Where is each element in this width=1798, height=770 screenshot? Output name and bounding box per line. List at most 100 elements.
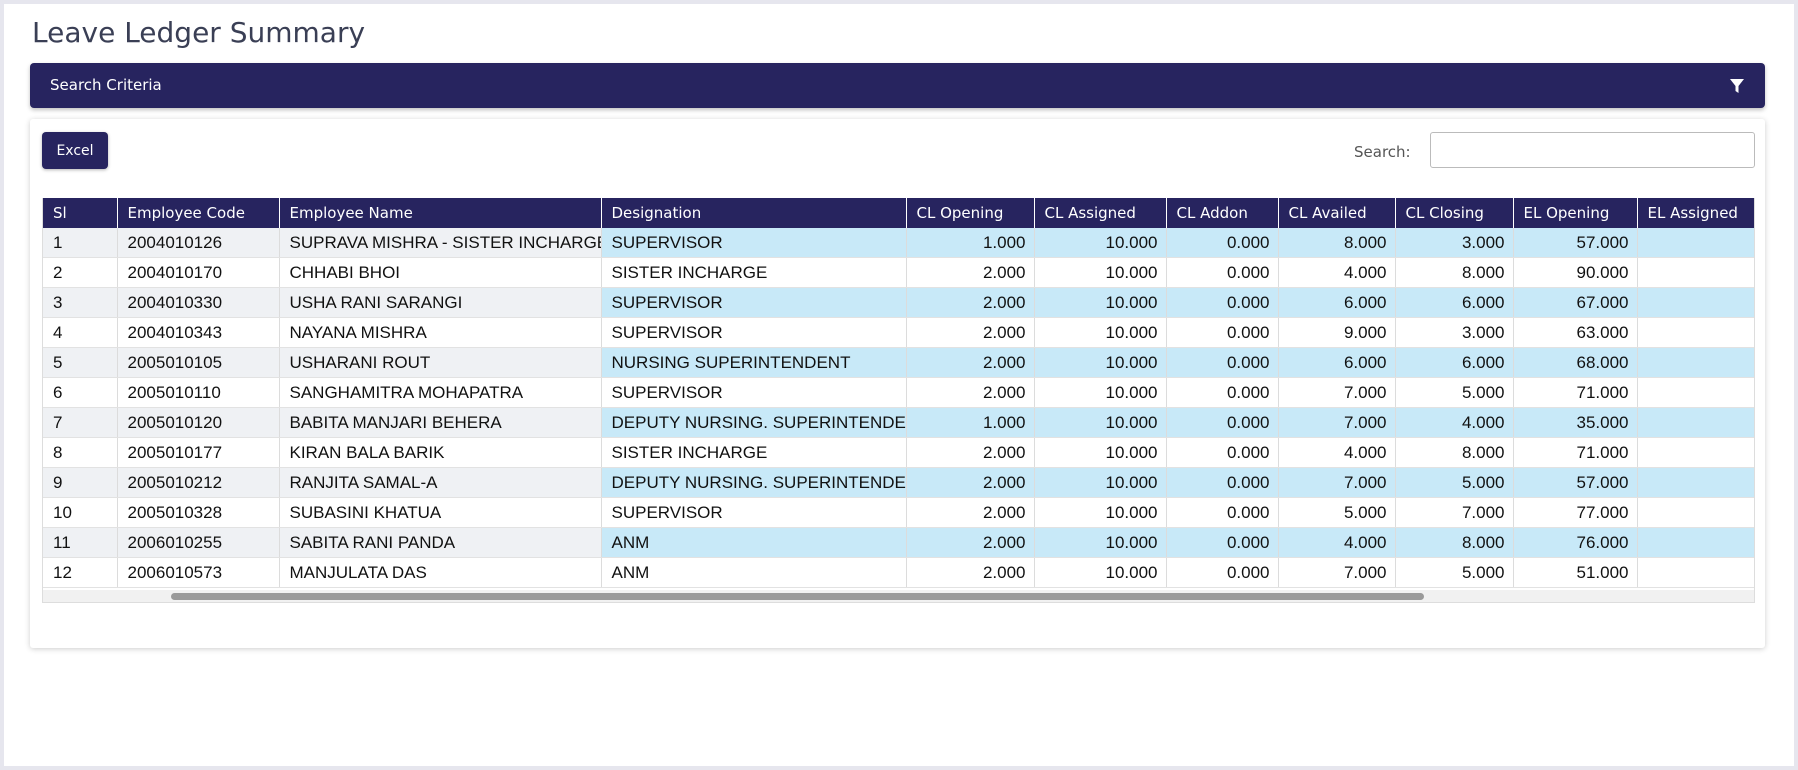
scrollbar-thumb[interactable] xyxy=(171,593,1424,600)
table-cell: SUPERVISOR xyxy=(601,497,907,528)
table-cell: 15.000 xyxy=(1637,407,1754,438)
table-cell: 90.000 xyxy=(1513,257,1638,288)
table-row: 2 2004010170 CHHABI BHOI SISTER INCHARGE 2.0… xyxy=(43,257,1754,288)
table-cell: 0.000 xyxy=(1166,228,1279,258)
table-cell: 9 xyxy=(43,467,118,498)
table-cell: 10.000 xyxy=(1034,257,1167,288)
table-cell: 8.000 xyxy=(1395,437,1514,468)
table-cell: USHA RANI SARANGI xyxy=(279,287,602,318)
table-cell: 4.000 xyxy=(1278,257,1396,288)
search-input[interactable] xyxy=(1430,132,1755,168)
table-cell: KIRAN BALA BARIK xyxy=(279,437,602,468)
table-cell: SISTER INCHARGE xyxy=(601,437,907,468)
table-row: 6 2005010110 SANGHAMITRA MOHAPATRA SUPERVIS… xyxy=(43,377,1754,408)
table-cell: 4 xyxy=(43,317,118,348)
table-row: 10 2005010328 SUBASINI KHATUA SUPERVISOR 2.0… xyxy=(43,497,1754,528)
column-header[interactable]: CL Availed xyxy=(1278,198,1396,228)
scrollbar[interactable] xyxy=(43,590,1754,602)
table-cell: 68.000 xyxy=(1513,347,1638,378)
table-cell: 77.000 xyxy=(1513,497,1638,528)
table-cell: 2.000 xyxy=(906,497,1035,528)
table-row: 11 2006010255 SABITA RANI PANDA ANM 2.000 10.… xyxy=(43,527,1754,558)
table-cell: 10.000 xyxy=(1034,407,1167,438)
table-cell: 5.000 xyxy=(1395,557,1514,588)
table-cell: 15.000 xyxy=(1637,377,1754,408)
table-cell: 15.000 xyxy=(1637,317,1754,348)
header-row: Sl Employee Code Employee Name Designation C… xyxy=(43,198,1754,228)
table-cell: NURSING SUPERINTENDENT xyxy=(601,347,907,378)
excel-button[interactable]: Excel xyxy=(42,132,108,169)
table-cell: 15.000 xyxy=(1637,437,1754,468)
table-cell: NAYANA MISHRA xyxy=(279,317,602,348)
table-cell: 63.000 xyxy=(1513,317,1638,348)
table-cell: 1.000 xyxy=(906,407,1035,438)
table-cell: ANM xyxy=(601,527,907,558)
table-cell: 5.000 xyxy=(1278,497,1396,528)
page-title: Leave Ledger Summary xyxy=(32,16,366,49)
table-cell: 10.000 xyxy=(1034,437,1167,468)
table-cell: ANM xyxy=(601,557,907,588)
column-header[interactable]: CL Assigned xyxy=(1034,198,1167,228)
search-criteria-bar[interactable]: Search Criteria xyxy=(30,63,1765,108)
table-cell: SABITA RANI PANDA xyxy=(279,527,602,558)
table-cell: SISTER INCHARGE xyxy=(601,257,907,288)
table-cell: 8.000 xyxy=(1395,257,1514,288)
column-header[interactable]: CL Addon xyxy=(1166,198,1279,228)
table-cell: 15.000 xyxy=(1637,347,1754,378)
table-cell: 10.000 xyxy=(1034,557,1167,588)
column-header[interactable]: Employee Code xyxy=(117,198,280,228)
table-cell: 8.000 xyxy=(1278,228,1396,258)
panel: Leave Ledger Summary Search Criteria Exc… xyxy=(4,4,1794,766)
table-cell: 1.000 xyxy=(906,228,1035,258)
table-cell: 11 xyxy=(43,527,118,558)
table-cell: 0.000 xyxy=(1166,347,1279,378)
table-cell: 2005010212 xyxy=(117,467,280,498)
table-cell: SUBASINI KHATUA xyxy=(279,497,602,528)
table-cell: 0.000 xyxy=(1166,497,1279,528)
table-cell: 7.000 xyxy=(1278,407,1396,438)
search-label: Search: xyxy=(1354,143,1411,161)
table-cell: 7.000 xyxy=(1395,497,1514,528)
table-cell: 15.000 xyxy=(1637,228,1754,258)
search-criteria-label: Search Criteria xyxy=(50,76,162,94)
table-row: 1 2004010126 SUPRAVA MISHRA - SISTER INCHA… xyxy=(43,228,1754,258)
table-cell: 15.000 xyxy=(1637,467,1754,498)
table-cell: 6.000 xyxy=(1395,347,1514,378)
table-cell: 0.000 xyxy=(1166,317,1279,348)
column-header[interactable]: EL Opening xyxy=(1513,198,1638,228)
table-cell: 10.000 xyxy=(1034,317,1167,348)
table-cell: 7.000 xyxy=(1278,377,1396,408)
table-cell: 12 xyxy=(43,557,118,588)
table-cell: 2005010110 xyxy=(117,377,280,408)
table-cell: 0.000 xyxy=(1166,377,1279,408)
table-cell: 9.000 xyxy=(1278,317,1396,348)
table-cell: DEPUTY NURSING. SUPERINTENDENT xyxy=(601,467,907,498)
table-cell: 2 xyxy=(43,257,118,288)
table-cell: 4.000 xyxy=(1395,407,1514,438)
table-cell: DEPUTY NURSING. SUPERINTENDENT xyxy=(601,407,907,438)
table-cell: 4.000 xyxy=(1278,527,1396,558)
table-cell: SUPERVISOR xyxy=(601,377,907,408)
table-cell: 2.000 xyxy=(906,557,1035,588)
table-cell: SANGHAMITRA MOHAPATRA xyxy=(279,377,602,408)
table-cell: 5.000 xyxy=(1395,467,1514,498)
table-cell: RANJITA SAMAL-A xyxy=(279,467,602,498)
column-header[interactable]: EL Assigned xyxy=(1637,198,1754,228)
column-header[interactable]: Designation xyxy=(601,198,907,228)
table-cell: 10.000 xyxy=(1034,287,1167,318)
table-wrapper: Sl Employee Code Employee Name Designation C… xyxy=(42,198,1755,603)
table-cell: 7.000 xyxy=(1278,557,1396,588)
table-cell: 76.000 xyxy=(1513,527,1638,558)
table-cell: 57.000 xyxy=(1513,467,1638,498)
column-header[interactable]: CL Opening xyxy=(906,198,1035,228)
table-cell: MANJULATA DAS xyxy=(279,557,602,588)
table-cell: 0.000 xyxy=(1166,287,1279,318)
table-cell: USHARANI ROUT xyxy=(279,347,602,378)
column-header[interactable]: CL Closing xyxy=(1395,198,1514,228)
table-cell: 2004010170 xyxy=(117,257,280,288)
table-row: 7 2005010120 BABITA MANJARI BEHERA DEPUTY N… xyxy=(43,407,1754,438)
column-header[interactable]: Employee Name xyxy=(279,198,602,228)
column-header[interactable]: Sl xyxy=(43,198,118,228)
filter-icon[interactable] xyxy=(1729,78,1745,94)
table-cell: 8.000 xyxy=(1395,527,1514,558)
